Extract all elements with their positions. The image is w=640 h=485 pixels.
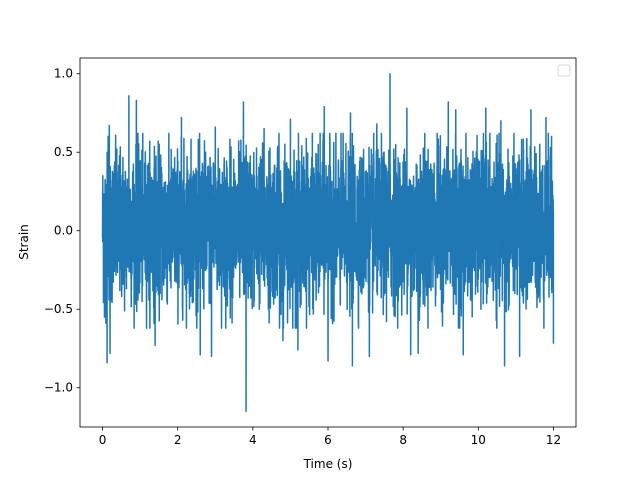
y-axis-label: Strain (17, 224, 31, 260)
y-tick-label: 0.0 (54, 224, 73, 238)
y-tick-label: −1.0 (44, 381, 73, 395)
plot-area (101, 72, 555, 413)
x-axis-label: Time (s) (303, 457, 353, 471)
strain-series-line (101, 72, 555, 413)
x-tick-label: 0 (99, 433, 107, 447)
x-tick-label: 12 (546, 433, 561, 447)
x-tick-label: 4 (249, 433, 257, 447)
legend-box (557, 64, 571, 77)
axis-ticks: 0 2 4 6 8 10 12 −1.0 −0.5 0.0 0.5 1.0 (44, 67, 561, 447)
x-tick-label: 2 (174, 433, 182, 447)
axes-frame (79, 57, 577, 428)
y-tick-label: −0.5 (44, 302, 73, 316)
y-tick-label: 0.5 (54, 145, 73, 159)
x-tick-label: 10 (471, 433, 486, 447)
x-tick-label: 8 (399, 433, 407, 447)
y-tick-label: 1.0 (54, 67, 73, 81)
x-tick-label: 6 (324, 433, 332, 447)
